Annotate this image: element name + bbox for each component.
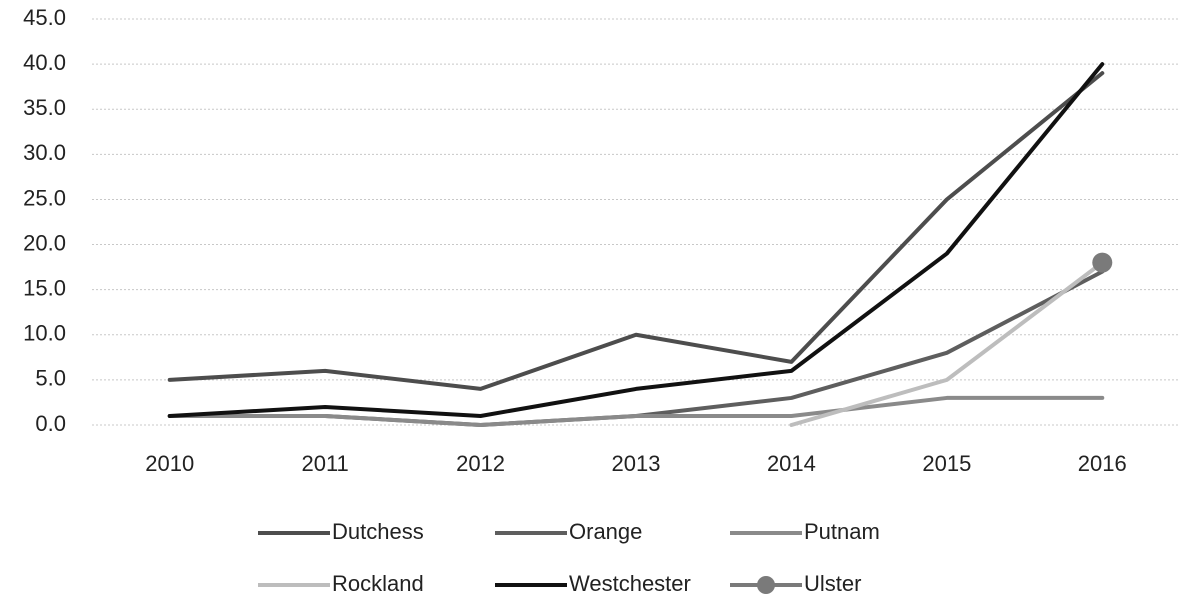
y-tick-label: 45.0 (23, 5, 66, 30)
x-tick-label: 2014 (767, 451, 816, 476)
legend-label: Putnam (804, 519, 880, 544)
y-tick-label: 20.0 (23, 230, 66, 255)
y-tick-label: 30.0 (23, 140, 66, 165)
x-tick-label: 2012 (456, 451, 505, 476)
series-line (167, 395, 1105, 427)
legend-label: Ulster (804, 571, 861, 596)
y-tick-label: 5.0 (35, 366, 66, 391)
legend-marker (757, 576, 775, 594)
y-tick-label: 40.0 (23, 50, 66, 75)
x-tick-label: 2016 (1078, 451, 1127, 476)
y-tick-label: 25.0 (23, 185, 66, 210)
x-tick-label: 2010 (145, 451, 194, 476)
series-line (167, 71, 1105, 391)
series-line (789, 260, 1105, 427)
x-tick-label: 2011 (301, 451, 348, 476)
y-tick-label: 0.0 (35, 411, 66, 436)
x-tick-label: 2015 (922, 451, 971, 476)
series-line (167, 62, 1105, 418)
y-tick-label: 10.0 (23, 321, 66, 346)
legend-label: Rockland (332, 571, 424, 596)
series-marker (1092, 252, 1113, 273)
legend-label: Westchester (569, 571, 691, 596)
y-tick-label: 35.0 (23, 95, 66, 120)
legend-label: Dutchess (332, 519, 424, 544)
y-tick-label: 15.0 (23, 275, 66, 300)
series-line (167, 269, 1105, 427)
x-tick-label: 2013 (612, 451, 661, 476)
legend-label: Orange (569, 519, 642, 544)
